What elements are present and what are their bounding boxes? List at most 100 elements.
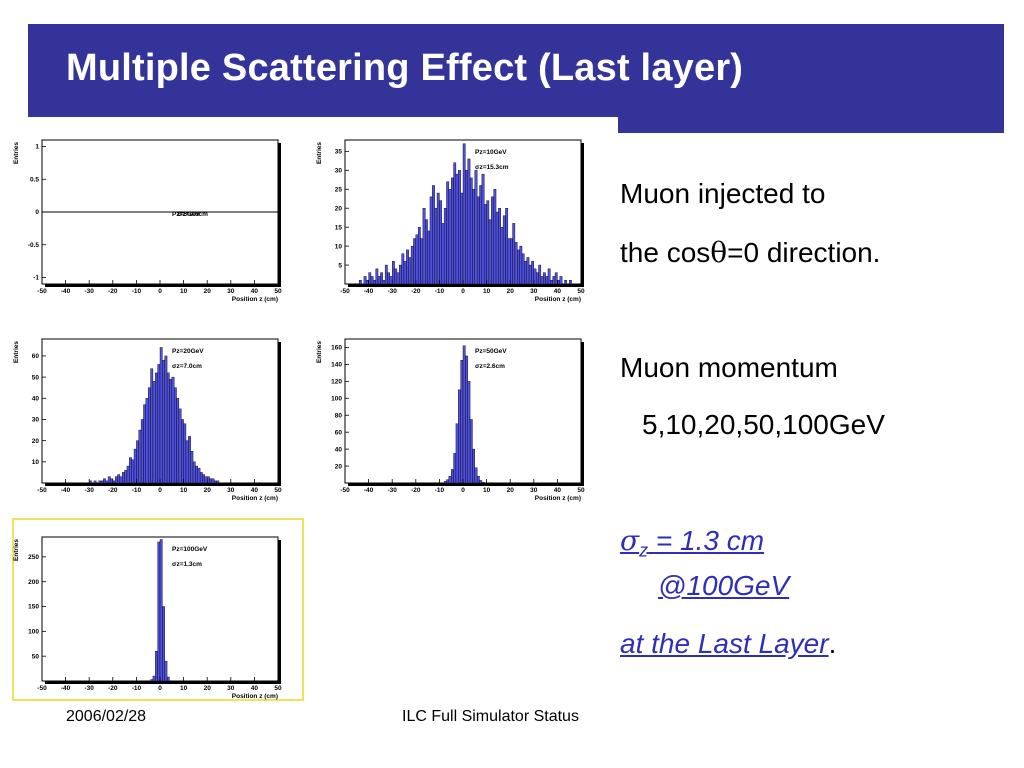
histogram-bar [138, 429, 142, 484]
y-tick-label: 40 [335, 446, 343, 453]
x-tick-label: 10 [180, 685, 188, 692]
y-tick-label: 50 [32, 374, 40, 381]
x-tick-label: 40 [251, 288, 259, 295]
histogram-bar [152, 381, 156, 484]
histogram-bar [472, 448, 476, 484]
histogram-bar [547, 268, 551, 285]
y-tick-label: -1 [33, 275, 39, 282]
histogram-bar [140, 419, 144, 484]
histogram-bar [540, 276, 544, 285]
x-tick-label: 30 [530, 487, 538, 494]
x-tick-label: 50 [274, 288, 282, 295]
x-tick-label: -40 [61, 487, 71, 494]
histogram-bar [157, 541, 161, 682]
histogram-bar [479, 480, 483, 484]
histogram-bar [448, 476, 452, 484]
histogram-bar [126, 465, 130, 484]
histogram-bar [453, 162, 457, 285]
histogram-bar [432, 185, 435, 285]
x-tick-label: 0 [158, 685, 162, 692]
histogram-5gev: -50 -40 -30 -20 -10 0 10 20 30 40 50 -1 -0.5 0 0.5 1 Pos… [10, 134, 298, 304]
y-axis-label: Entries [316, 142, 323, 164]
histogram-bar [173, 387, 177, 484]
histogram-bar [105, 480, 109, 484]
histogram-bar [502, 215, 506, 285]
histogram-bar [166, 676, 170, 682]
histogram-bar [197, 467, 201, 484]
histogram-bar [145, 398, 149, 484]
histogram-bar [417, 226, 421, 285]
y-tick-label: 30 [32, 417, 40, 424]
histogram-bar [370, 276, 374, 285]
histogram-bar [157, 364, 161, 484]
histogram-bar [195, 465, 198, 484]
last-layer-link[interactable]: at the Last Layer [620, 628, 829, 659]
histogram-bar [498, 208, 501, 285]
histogram-bar [214, 480, 217, 484]
y-axis-label: Entries [13, 142, 20, 164]
histogram-bar [512, 223, 516, 285]
histogram-bar [559, 276, 563, 285]
histogram-bar [460, 359, 464, 484]
x-tick-label: 10 [180, 487, 188, 494]
histogram-bar [188, 436, 191, 484]
histogram-bar [107, 476, 111, 484]
x-tick-label: 30 [227, 685, 235, 692]
histogram-bar [422, 208, 426, 285]
annotation-sigma: σz=15.3cm [475, 164, 509, 171]
histogram-bar [472, 189, 476, 285]
x-tick-label: -10 [132, 288, 142, 295]
x-tick-label: -20 [411, 487, 421, 494]
x-tick-label: -40 [364, 487, 374, 494]
x-tick-label: -30 [387, 487, 397, 494]
annotation-momentum: Pz=5GeV [172, 211, 201, 218]
histogram-bar [150, 368, 154, 484]
x-tick-label: -40 [61, 288, 71, 295]
histogram-bar [484, 204, 487, 285]
x-tick-label: -10 [132, 487, 142, 494]
x-tick-label: -20 [108, 288, 118, 295]
histogram-bar [434, 208, 438, 285]
y-axis-label: Entries [316, 341, 323, 363]
y-tick-label: 250 [28, 554, 39, 561]
x-tick-label: 10 [483, 487, 491, 494]
x-tick-label: -50 [340, 487, 350, 494]
histogram-bar [164, 660, 168, 682]
x-tick-label: 0 [461, 487, 465, 494]
histogram-bar [524, 261, 527, 285]
text-momentum-values: 5,10,20,50,100GeV [642, 409, 885, 440]
histogram-bar [358, 280, 362, 285]
histogram-bar [382, 280, 386, 285]
y-tick-label: 10 [32, 459, 40, 466]
energy-link[interactable]: @100GeV [658, 570, 790, 601]
histogram-bar [143, 404, 147, 484]
histogram-bar [467, 381, 471, 484]
histogram-bar [159, 539, 163, 682]
histogram-bar [122, 472, 125, 484]
x-axis-label: Position z (cm) [232, 693, 278, 700]
histogram-bar [147, 387, 151, 484]
x-tick-label: -50 [340, 288, 350, 295]
x-tick-label: 20 [204, 685, 212, 692]
histogram-bar [171, 376, 175, 484]
histogram-bar [507, 238, 511, 285]
text-direction: the cosθ=0 direction. [620, 236, 880, 269]
x-tick-label: 20 [507, 288, 515, 295]
histogram-bar [429, 196, 433, 285]
selection-frame[interactable] [12, 518, 304, 701]
text-muon-injected: Muon injected to [620, 178, 826, 209]
histogram-bar [152, 675, 156, 682]
y-tick-label: 140 [331, 362, 342, 369]
x-tick-label: 50 [274, 685, 282, 692]
y-tick-label: 100 [28, 629, 39, 636]
x-tick-label: 20 [204, 288, 212, 295]
histogram-bar [117, 474, 121, 484]
histogram-bar [394, 268, 398, 285]
histogram-bar [103, 478, 106, 484]
sigma-link[interactable]: σz = 1.3 cm [620, 524, 764, 562]
x-tick-label: -40 [61, 685, 71, 692]
histogram-bar [415, 234, 419, 285]
y-tick-label: 100 [331, 395, 342, 402]
histogram-bar [178, 408, 182, 484]
histogram-bar [476, 196, 480, 285]
